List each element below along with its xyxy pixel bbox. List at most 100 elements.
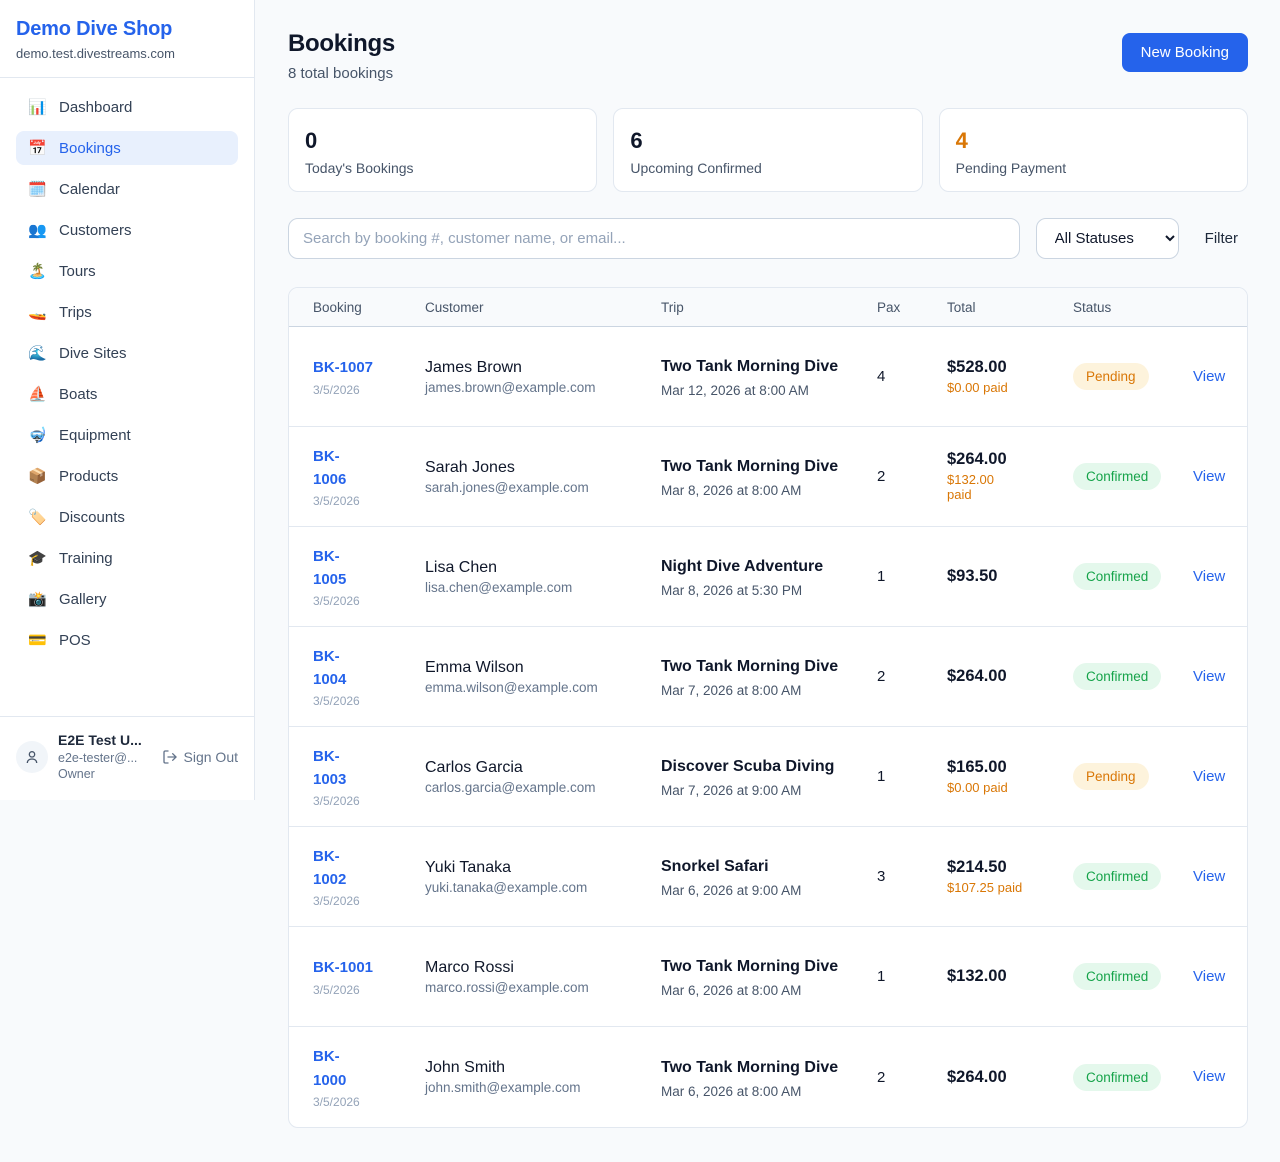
paid-amount: $107.25 paid [947,880,1023,895]
total-amount: $93.50 [947,567,998,585]
customer-cell: Carlos Garcia carlos.garcia@example.com [425,759,661,795]
booking-date: 3/5/2026 [313,382,360,397]
sidebar-item-label: Training [59,549,113,567]
user-role: Owner [58,766,95,781]
booking-cell: BK-1002 3/5/2026 [313,845,425,909]
sign-out-icon [162,749,177,764]
new-booking-button[interactable]: New Booking [1121,33,1248,72]
sidebar-item-trips[interactable]: 🚤 Trips [16,295,238,329]
customers-people-icon: 👥 [28,222,47,239]
total-cell: $264.00 $132.00 paid [947,450,1073,504]
booking-id-link[interactable]: BK-1002 [313,847,347,888]
sidebar-item-label: Dive Sites [59,344,127,362]
sidebar-item-gallery[interactable]: 📸 Gallery [16,582,238,616]
view-link[interactable]: View [1193,467,1226,485]
sidebar-item-label: Products [59,467,119,485]
booking-id-link[interactable]: BK-1006 [313,447,347,488]
tours-island-icon: 🏝️ [28,263,47,280]
trip-datetime: Mar 7, 2026 at 8:00 AM [661,683,802,698]
gallery-camera-icon: 📸 [28,591,47,608]
status-filter-select[interactable]: All Statuses [1035,218,1179,259]
view-link[interactable]: View [1193,367,1226,385]
total-amount: $214.50 [947,858,1007,876]
trip-datetime: Mar 12, 2026 at 8:00 AM [661,383,809,398]
sidebar-item-label: Customers [59,221,132,239]
total-cell: $132.00 [947,967,1073,986]
customer-email: yuki.tanaka@example.com [425,879,588,895]
customer-cell: Yuki Tanaka yuki.tanaka@example.com [425,859,661,895]
sidebar-user-footer: E2E Test U... e2e-tester@... Owner Sign … [0,716,254,800]
pax-count: 1 [877,568,886,585]
view-link[interactable]: View [1193,1068,1226,1085]
sidebar-item-label: Tours [59,262,96,280]
customer-cell: James Brown james.brown@example.com [425,359,661,395]
status-badge: Confirmed [1073,1063,1162,1091]
customer-cell: Lisa Chen lisa.chen@example.com [425,559,661,595]
view-link[interactable]: View [1193,767,1226,785]
pax-count: 2 [877,668,886,685]
stat-label: Upcoming Confirmed [630,160,762,176]
sidebar-item-label: Gallery [59,590,107,608]
booking-id-link[interactable]: BK-1001 [313,959,374,977]
sidebar-item-calendar[interactable]: 🗓️ Calendar [16,172,238,206]
sidebar-item-dashboard[interactable]: 📊 Dashboard [16,90,238,124]
page-header-text: Bookings 8 total bookings [288,30,395,82]
sidebar-item-discounts[interactable]: 🏷️ Discounts [16,500,238,534]
booking-date: 3/5/2026 [313,982,360,997]
view-link[interactable]: View [1193,667,1226,685]
search-input[interactable] [288,218,1020,259]
view-link[interactable]: View [1193,967,1226,985]
column-header-trip: Trip [661,299,684,315]
page-title: Bookings [288,30,395,57]
customer-email: lisa.chen@example.com [425,579,573,595]
sidebar-item-equipment[interactable]: 🤿 Equipment [16,418,238,452]
booking-date: 3/5/2026 [313,1094,360,1109]
filter-button[interactable]: Filter [1195,230,1248,247]
booking-id-link[interactable]: BK-1004 [313,647,347,688]
boats-sailboat-icon: ⛵ [28,386,47,403]
sidebar-item-training[interactable]: 🎓 Training [16,541,238,575]
dive-sites-wave-icon: 🌊 [28,345,47,362]
trip-name: Night Dive Adventure [661,558,824,575]
actions-cell: View [1193,368,1225,386]
customer-email: marco.rossi@example.com [425,979,589,995]
booking-cell: BK-1003 3/5/2026 [313,745,425,809]
sidebar-item-pos[interactable]: 💳 POS [16,623,238,657]
booking-id-link[interactable]: BK-1003 [313,747,347,788]
total-amount: $528.00 [947,358,1007,376]
paid-amount: $0.00 paid [947,780,1008,795]
person-icon [26,750,38,763]
booking-id-link[interactable]: BK-1007 [313,359,374,377]
status-cell: Confirmed [1073,1063,1193,1091]
sidebar-item-dive-sites[interactable]: 🌊 Dive Sites [16,336,238,370]
trip-cell: Two Tank Morning Dive Mar 7, 2026 at 8:0… [661,655,877,698]
sidebar-item-bookings[interactable]: 📅 Bookings [16,131,238,165]
view-link[interactable]: View [1193,567,1226,585]
sign-out-label: Sign Out [183,748,238,765]
sidebar-item-label: Boats [59,385,98,403]
total-amount: $165.00 [947,758,1007,776]
booking-cell: BK-1001 3/5/2026 [313,956,425,996]
trip-cell: Discover Scuba Diving Mar 7, 2026 at 9:0… [661,755,877,798]
sidebar-item-customers[interactable]: 👥 Customers [16,213,238,247]
booking-id-link[interactable]: BK-1005 [313,547,347,588]
brand-link[interactable]: Demo Dive Shop demo.test.divestreams.com [0,0,254,78]
sign-out-button[interactable]: Sign Out [162,749,238,765]
stat-card-upcoming-confirmed: 6 Upcoming Confirmed [613,108,923,192]
sidebar-item-products[interactable]: 📦 Products [16,459,238,493]
trip-cell: Snorkel Safari Mar 6, 2026 at 9:00 AM [661,855,877,898]
sidebar-item-tours[interactable]: 🏝️ Tours [16,254,238,288]
view-link[interactable]: View [1193,867,1226,885]
customer-cell: John Smith john.smith@example.com [425,1059,661,1095]
actions-cell: View [1193,868,1225,886]
status-cell: Confirmed [1073,563,1193,590]
customer-email: james.brown@example.com [425,379,596,395]
table-row: BK-1003 3/5/2026 Carlos Garcia carlos.ga… [289,727,1247,827]
table-row: BK-1001 3/5/2026 Marco Rossi marco.rossi… [289,927,1247,1027]
trip-cell: Two Tank Morning Dive Mar 8, 2026 at 8:0… [661,455,877,498]
booking-id-link[interactable]: BK-1000 [313,1048,347,1089]
sidebar-item-boats[interactable]: ⛵ Boats [16,377,238,411]
customer-cell: Emma Wilson emma.wilson@example.com [425,659,661,695]
calendar-icon: 🗓️ [28,181,47,198]
table-row: BK-1002 3/5/2026 Yuki Tanaka yuki.tanaka… [289,827,1247,927]
